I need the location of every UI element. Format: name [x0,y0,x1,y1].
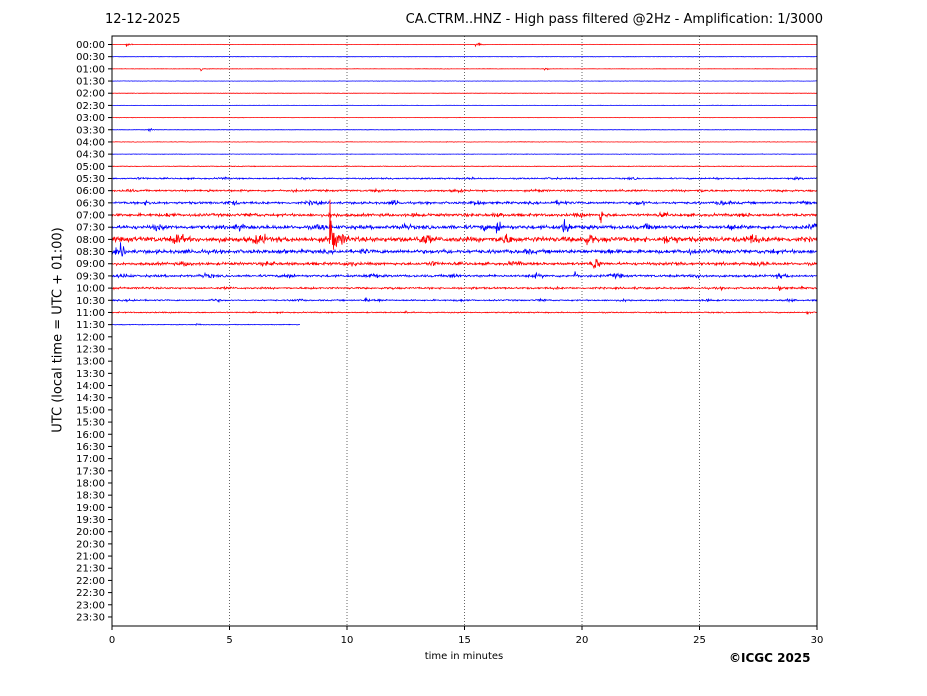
x-axis-label: time in minutes [424,651,504,662]
y-tick-label: 20:30 [76,539,105,550]
y-tick-label: 10:00 [76,284,105,295]
x-tick-label: 15 [458,635,471,646]
y-tick-label: 18:30 [76,491,105,502]
y-tick-label: 11:00 [76,308,105,319]
chart-title: CA.CTRM..HNZ - High pass filtered @2Hz -… [405,12,823,27]
trace-row-7 [112,127,817,133]
y-tick-label: 12:00 [76,332,105,343]
x-tick-label: 5 [226,635,232,646]
trace-row-12 [112,187,817,194]
y-tick-label: 15:00 [76,405,105,416]
trace-row-21 [112,297,817,304]
trace-row-16 [112,199,817,250]
trace-row-13 [112,199,817,207]
y-tick-label: 14:00 [76,381,105,392]
y-tick-label: 02:30 [76,101,105,112]
trace-row-11 [112,175,817,181]
y-tick-label: 13:00 [76,357,105,368]
y-tick-label: 14:30 [76,393,105,404]
y-tick-label: 04:00 [76,137,105,148]
y-tick-label: 01:00 [76,64,105,75]
trace-row-0 [112,42,817,48]
x-ticks: 0 5 10 15 20 25 30 [109,626,824,646]
trace-row-19 [112,271,817,280]
y-tick-label: 07:00 [76,211,105,222]
trace-row-23 [112,323,300,327]
trace-row-9 [112,153,817,155]
copyright-notice: ©ICGC 2025 [729,651,811,665]
x-tick-label: 10 [341,635,354,646]
y-tick-label: 16:30 [76,442,105,453]
trace-row-20 [112,285,817,292]
y-tick-label: 07:30 [76,223,105,234]
y-tick-label: 02:00 [76,89,105,100]
y-tick-label: 03:30 [76,125,105,136]
y-tick-label: 19:00 [76,503,105,514]
y-tick-label: 06:00 [76,186,105,197]
trace-row-14 [112,211,817,224]
y-tick-label: 23:00 [76,600,105,611]
y-tick-label: 21:30 [76,564,105,575]
y-tick-label: 17:00 [76,454,105,465]
y-tick-label: 16:00 [76,430,105,441]
y-tick-label: 18:00 [76,478,105,489]
trace-layer [112,42,817,327]
y-tick-label: 10:30 [76,296,105,307]
y-tick-label: 21:00 [76,552,105,563]
x-tick-label: 0 [109,635,115,646]
y-tick-label: 03:00 [76,113,105,124]
y-tick-label: 22:00 [76,576,105,587]
y-tick-label: 05:00 [76,162,105,173]
trace-row-18 [112,258,817,269]
trace-row-22 [112,310,817,316]
y-tick-label: 23:30 [76,612,105,623]
y-tick-label: 09:30 [76,271,105,282]
y-tick-label: 01:30 [76,77,105,88]
trace-row-3 [112,80,817,82]
y-tick-label: 08:30 [76,247,105,258]
y-tick-label: 11:30 [76,320,105,331]
y-tick-label: 00:00 [76,40,105,51]
y-tick-label: 15:30 [76,418,105,429]
y-tick-label: 09:00 [76,259,105,270]
y-tick-label: 05:30 [76,174,105,185]
trace-row-15 [112,219,817,234]
y-tick-label: 19:30 [76,515,105,526]
trace-row-17 [112,242,817,257]
y-tick-label: 13:30 [76,369,105,380]
y-tick-label: 00:30 [76,52,105,63]
y-tick-label: 12:30 [76,345,105,356]
y-tick-label: 06:30 [76,198,105,209]
trace-row-8 [112,141,817,143]
x-tick-label: 20 [576,635,589,646]
chart-date: 12-12-2025 [105,12,181,27]
x-tick-label: 25 [693,635,706,646]
y-tick-label: 20:00 [76,527,105,538]
grid-lines [229,36,700,626]
x-tick-label: 30 [811,635,824,646]
y-tick-label: 22:30 [76,588,105,599]
y-tick-label: 04:30 [76,150,105,161]
trace-row-2 [112,67,817,72]
trace-row-10 [112,165,817,168]
y-tick-label: 08:00 [76,235,105,246]
y-tick-label: 17:30 [76,466,105,477]
